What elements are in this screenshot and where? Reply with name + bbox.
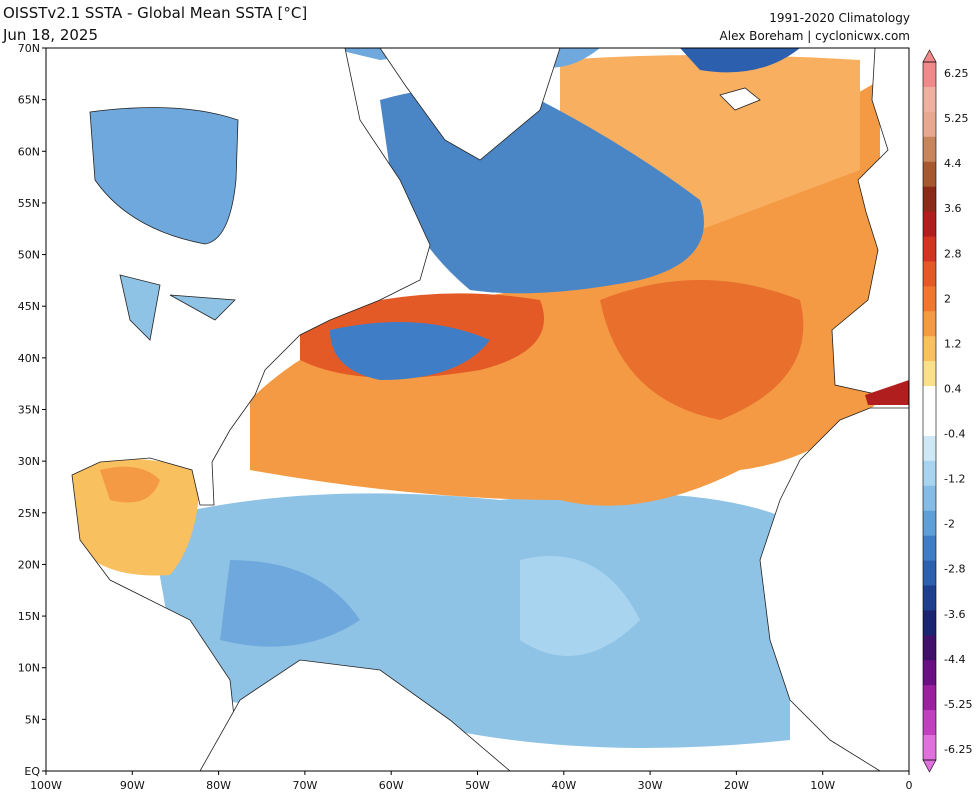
colorbar-swatch [923, 560, 936, 586]
colorbar-swatch [923, 585, 936, 611]
lon-label: 60W [379, 779, 404, 792]
colorbar-label: 2.8 [944, 247, 962, 260]
colorbar-swatch [923, 411, 936, 437]
colorbar-swatch [923, 685, 936, 711]
lat-label: 50N [18, 249, 40, 262]
colorbar-label: -4.4 [944, 653, 965, 666]
colorbar-label: -3.6 [944, 608, 965, 621]
title: OISSTv2.1 SSTA - Global Mean SSTA [°C] [3, 4, 307, 22]
colorbar-frame [922, 61, 937, 761]
lon-label: 100W [30, 779, 62, 792]
lon-label: 50W [465, 779, 490, 792]
lat-label: 55N [18, 197, 40, 210]
lat-axis: 70N 65N 60N 55N 50N 45N 40N 35N 30N 25N 20N 15N 10N 5… [18, 42, 46, 778]
lat-label: 70N [18, 42, 40, 55]
colorbar-swatch [923, 386, 936, 412]
lat-label: 20N [18, 558, 40, 571]
lon-label: 90W [120, 779, 145, 792]
colorbar-swatch [923, 735, 936, 761]
lon-label: 0 [906, 779, 913, 792]
colorbar-label: 3.6 [944, 202, 962, 215]
lat-label: 60N [18, 145, 40, 158]
lon-label: 40W [551, 779, 576, 792]
colorbar-swatch [923, 485, 936, 512]
lon-axis: 100W 90W 80W 70W 60W 50W 40W 30W 20W 10W 0 [30, 771, 913, 792]
colorbar-label: -2 [944, 518, 955, 531]
climatology: 1991-2020 Climatology [769, 11, 910, 25]
colorbar-swatch [923, 161, 936, 188]
colorbar-swatch [923, 535, 936, 562]
colorbar-swatch [923, 211, 936, 237]
colorbar-swatch [923, 86, 936, 113]
colorbar-swatch [923, 186, 936, 213]
lat-label: 35N [18, 404, 40, 417]
colorbar-swatch [923, 286, 936, 312]
colorbar-swatch [923, 62, 936, 88]
colorbar-label: 5.25 [944, 112, 969, 125]
lat-label: 40N [18, 352, 40, 365]
lon-label: 70W [292, 779, 317, 792]
colorbar: 6.25 5.25 4.4 3.6 2.8 2 1.2 0.4 -0.4 -1.2 -2 -2.8 -3… [922, 49, 972, 773]
colorbar-label: -6.25 [944, 743, 972, 756]
lon-label: 30W [638, 779, 663, 792]
map [46, 48, 909, 771]
colorbar-label: 1.2 [944, 337, 962, 350]
colorbar-swatch [923, 261, 936, 287]
colorbar-swatch [923, 336, 936, 362]
colorbar-swatch [923, 311, 936, 337]
lat-label: 15N [18, 610, 40, 623]
colorbar-swatch [923, 610, 936, 636]
date: Jun 18, 2025 [2, 26, 98, 44]
colorbar-label: 2 [944, 292, 951, 305]
colorbar-swatch [923, 435, 936, 462]
lat-label: 10N [18, 662, 40, 675]
colorbar-label: -1.2 [944, 473, 965, 486]
colorbar-swatch [923, 136, 936, 163]
colorbar-swatch [923, 111, 936, 138]
colorbar-label: -5.25 [944, 698, 972, 711]
colorbar-label: 6.25 [944, 67, 969, 80]
lat-label: EQ [24, 765, 40, 778]
colorbar-label: -0.4 [944, 428, 965, 441]
lon-label: 20W [724, 779, 749, 792]
colorbar-swatch [923, 635, 936, 661]
colorbar-arrow [922, 759, 937, 773]
colorbar-swatch [923, 460, 936, 487]
colorbar-swatch [923, 660, 936, 686]
lat-label: 25N [18, 507, 40, 520]
lat-label: 30N [18, 455, 40, 468]
colorbar-label: 0.4 [944, 382, 962, 395]
colorbar-label: 4.4 [944, 157, 962, 170]
lat-label: 65N [18, 94, 40, 107]
lon-label: 10W [810, 779, 835, 792]
lat-label: 5N [25, 713, 40, 726]
colorbar-swatch [923, 510, 936, 537]
colorbar-swatch [923, 710, 936, 736]
credit: Alex Boreham | cyclonicwx.com [720, 29, 910, 43]
lon-label: 80W [206, 779, 231, 792]
colorbar-swatch [923, 361, 936, 387]
lat-label: 45N [18, 300, 40, 313]
colorbar-swatch [923, 236, 936, 262]
colorbar-arrow [922, 49, 937, 63]
colorbar-label: -2.8 [944, 563, 965, 576]
